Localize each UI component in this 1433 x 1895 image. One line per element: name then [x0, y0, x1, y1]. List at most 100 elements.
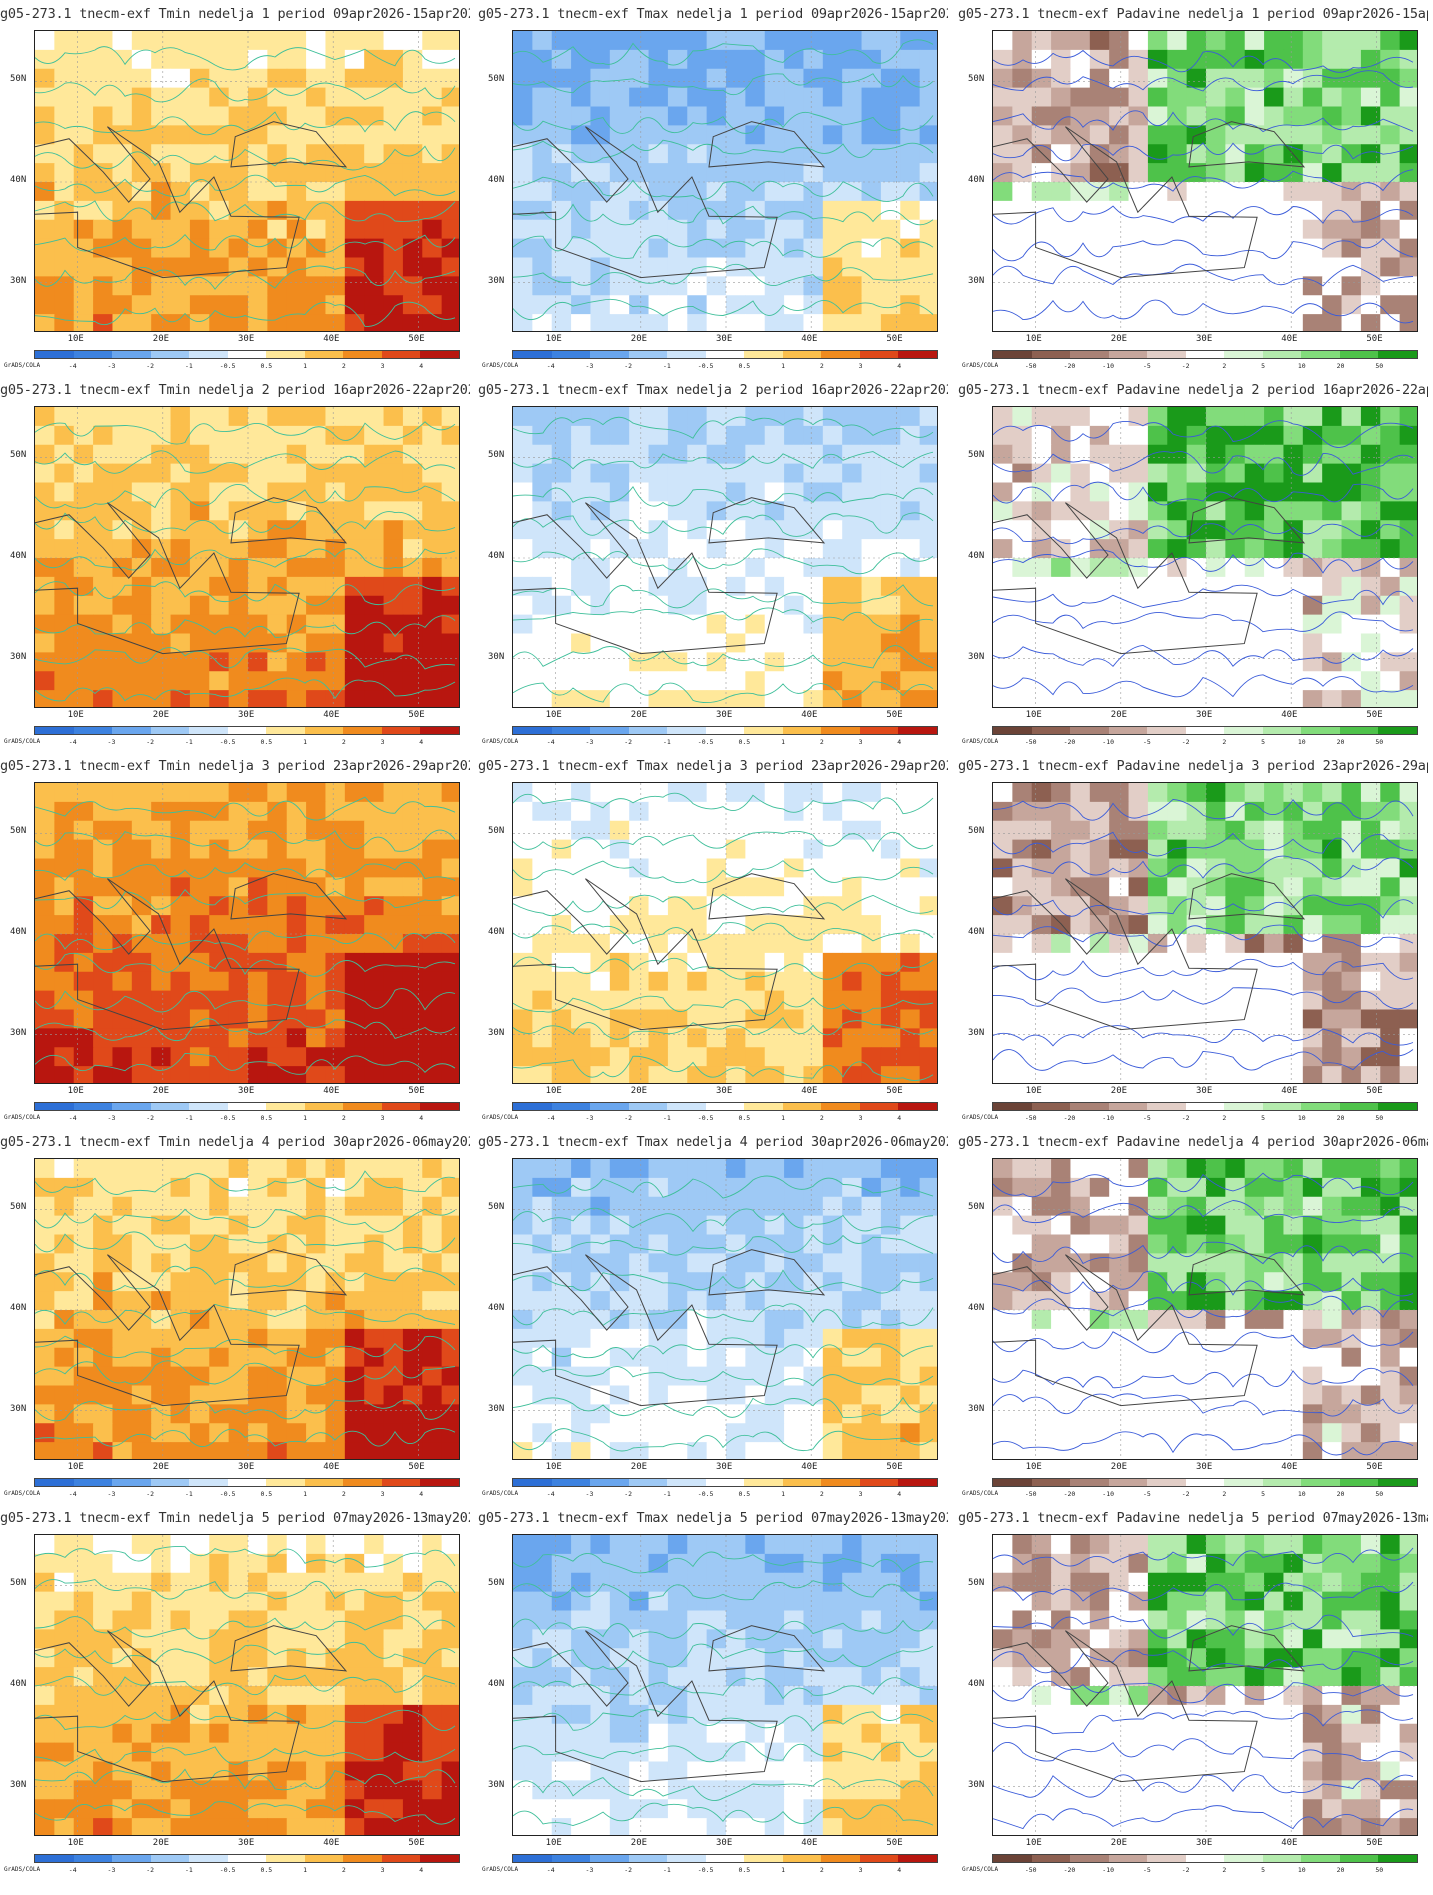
- colorbar-tick: 5: [1261, 1866, 1266, 1874]
- lon-label: 40E: [323, 1086, 340, 1096]
- colorbar-tick: 2: [341, 362, 346, 370]
- lon-label: 40E: [323, 1462, 340, 1472]
- lon-label: 50E: [1366, 1838, 1383, 1848]
- lon-label: 30E: [716, 334, 733, 344]
- colorbar-swatch: [551, 1103, 591, 1110]
- colorbar-swatch: [898, 351, 938, 358]
- lon-label: 50E: [1366, 1462, 1383, 1472]
- colorbar-swatch: [266, 1479, 305, 1486]
- panel-title: g05-273.1 tnecm-exf Padavine nedelja 2 p…: [958, 382, 1428, 398]
- lon-label: 20E: [152, 1838, 170, 1848]
- colorbar-swatch: [667, 1479, 706, 1486]
- grads-credit: GrADS/COLA: [4, 1490, 41, 1497]
- colorbar: [992, 1478, 1418, 1487]
- colorbar-swatch: [782, 727, 822, 734]
- lat-label: 30N: [10, 275, 27, 286]
- colorbar-tick: -50: [1024, 1490, 1037, 1498]
- colorbar-swatch: [821, 1855, 860, 1862]
- colorbar-tick: -4: [546, 1114, 555, 1122]
- colorbar-tick: 2: [1222, 362, 1227, 370]
- lon-label: 10E: [1025, 1086, 1042, 1096]
- colorbar-swatch: [304, 1855, 344, 1862]
- colorbar-swatch: [266, 1855, 305, 1862]
- colorbar-tick: 20: [1336, 1866, 1345, 1874]
- lat-label: 50N: [10, 74, 27, 85]
- colorbar-swatch: [1070, 1855, 1109, 1862]
- colorbar-swatch: [1224, 1103, 1263, 1110]
- colorbar-swatch: [628, 351, 668, 358]
- colorbar-swatch: [420, 351, 460, 358]
- colorbar-tick: 2: [341, 1490, 346, 1498]
- colorbar-swatch: [189, 1479, 228, 1486]
- lon-label: 50E: [408, 1838, 425, 1848]
- lat-label: 40N: [968, 927, 985, 937]
- colorbar-tick: 3: [858, 1114, 863, 1122]
- colorbar-tick: 0.5: [738, 1114, 751, 1122]
- colorbar-tick: 2: [1222, 1114, 1227, 1122]
- colorbar-swatch: [551, 351, 591, 358]
- colorbar-swatch: [150, 351, 190, 358]
- colorbar-tick: -3: [585, 1114, 594, 1122]
- lon-label: 40E: [1281, 1086, 1298, 1096]
- colorbar-tick: 1: [781, 1114, 786, 1122]
- colorbar-swatch: [189, 1103, 228, 1110]
- colorbar-tick: 1: [781, 362, 786, 370]
- lat-label: 50N: [488, 1578, 505, 1589]
- colorbar-swatch: [112, 1103, 151, 1110]
- colorbar-swatch: [1301, 727, 1340, 734]
- forecast-panel: g05-273.1 tnecm-exf Padavine nedelja 5 p…: [958, 1504, 1428, 1880]
- colorbar-swatch: [898, 727, 938, 734]
- forecast-map: [512, 30, 938, 332]
- panel-title: g05-273.1 tnecm-exf Tmin nedelja 5 perio…: [0, 1510, 470, 1526]
- graticule: [513, 407, 937, 707]
- colorbar-swatch: [744, 351, 783, 358]
- black-sea-outline: [1188, 121, 1306, 168]
- colorbar-tick: -2: [1181, 1114, 1190, 1122]
- colorbar-tick: -2: [1181, 738, 1190, 746]
- lat-label: 50N: [10, 826, 27, 837]
- lat-label: 30N: [10, 1027, 27, 1038]
- colorbar-tick: 5: [1261, 362, 1266, 370]
- colorbar: [992, 350, 1418, 359]
- lon-label: 50E: [886, 1838, 903, 1848]
- isolines: [993, 798, 1414, 1071]
- colorbar-swatch: [1339, 1479, 1379, 1486]
- lon-label: 40E: [801, 710, 818, 720]
- lon-label: 10E: [545, 1462, 562, 1472]
- colorbar-swatch: [993, 351, 1032, 358]
- colorbar-tick: -50: [1024, 1114, 1037, 1122]
- forecast-panel: g05-273.1 tnecm-exf Padavine nedelja 1 p…: [958, 0, 1428, 376]
- colorbar-swatch: [782, 351, 822, 358]
- colorbar-tick: 4: [897, 1866, 902, 1874]
- lon-label: 10E: [67, 1462, 84, 1472]
- colorbar-swatch: [993, 1855, 1032, 1862]
- forecast-panel: g05-273.1 tnecm-exf Tmin nedelja 3 perio…: [0, 752, 470, 1128]
- colorbar-swatch: [1224, 1479, 1263, 1486]
- lat-label: 40N: [968, 175, 985, 185]
- colorbar-swatch: [705, 1855, 745, 1862]
- colorbar-swatch: [1339, 727, 1379, 734]
- lon-label: 50E: [1366, 1086, 1383, 1096]
- lat-label: 50N: [968, 1202, 985, 1213]
- colorbar-swatch: [35, 727, 74, 734]
- colorbar-tick: 1: [781, 1866, 786, 1874]
- colorbar: [34, 726, 460, 735]
- lat-label: 50N: [488, 826, 505, 837]
- black-sea-outline: [708, 497, 826, 544]
- colorbar-tick: 0.5: [738, 1866, 751, 1874]
- colorbar-swatch: [551, 1855, 591, 1862]
- black-sea-outline: [1188, 1625, 1306, 1672]
- colorbar-swatch: [1031, 1479, 1071, 1486]
- anomaly-field: [993, 1535, 1417, 1835]
- lon-label: 30E: [238, 710, 255, 720]
- forecast-panel: g05-273.1 tnecm-exf Padavine nedelja 3 p…: [958, 752, 1428, 1128]
- grads-credit: GrADS/COLA: [4, 1866, 41, 1873]
- colorbar-swatch: [150, 1103, 190, 1110]
- lat-label: 40N: [10, 1303, 27, 1313]
- colorbar-tick: 3: [380, 362, 385, 370]
- panel-title: g05-273.1 tnecm-exf Padavine nedelja 1 p…: [958, 6, 1428, 22]
- colorbar-tick: -5: [1142, 1490, 1151, 1498]
- colorbar: [992, 1854, 1418, 1863]
- colorbar-tick: 20: [1336, 1490, 1345, 1498]
- colorbar-tick: -4: [68, 1114, 77, 1122]
